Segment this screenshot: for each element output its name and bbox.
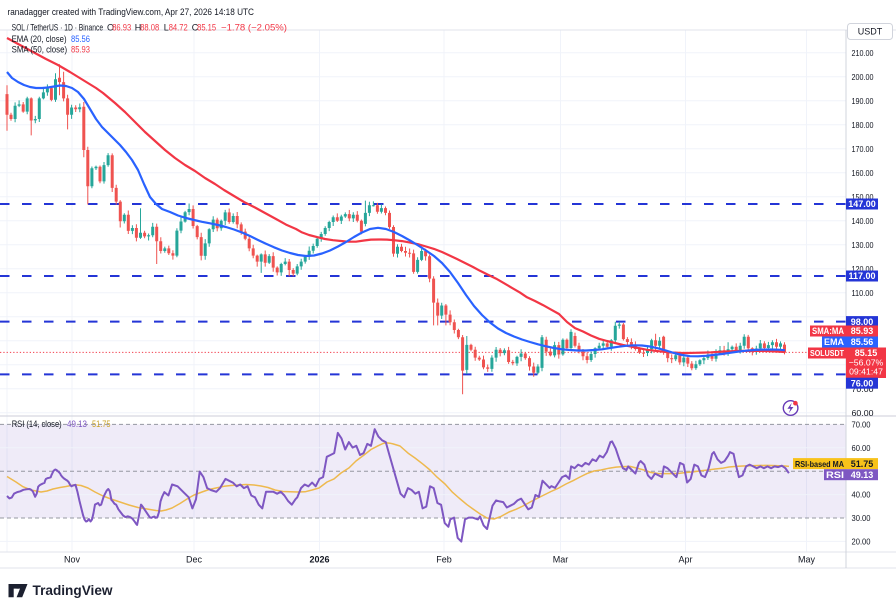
svg-text:140.00: 140.00 [852, 216, 874, 226]
svg-text:60.00: 60.00 [852, 408, 874, 418]
svg-text:98.00: 98.00 [851, 317, 874, 327]
svg-text:RSI-based MA: RSI-based MA [795, 459, 844, 469]
svg-text:2026: 2026 [309, 555, 329, 565]
svg-text:May: May [798, 555, 816, 565]
svg-text:EMA (20, close): EMA (20, close) [12, 34, 67, 44]
svg-text:09:41:47: 09:41:47 [849, 366, 883, 376]
svg-text:85.15: 85.15 [855, 348, 878, 358]
svg-text:147.00: 147.00 [848, 199, 876, 209]
svg-text:85.56: 85.56 [71, 34, 90, 44]
svg-text:−56.07%: −56.07% [849, 357, 884, 367]
svg-text:SMA (50, close): SMA (50, close) [12, 45, 68, 55]
svg-text:SOL / TetherUS · 1D · Binance: SOL / TetherUS · 1D · Binance [12, 23, 104, 33]
svg-text:USDT: USDT [858, 27, 883, 37]
svg-text:Apr: Apr [678, 555, 692, 565]
svg-text:Nov: Nov [64, 555, 81, 565]
svg-text:SMA:MA: SMA:MA [812, 326, 844, 336]
svg-text:ranadagger created with Tradin: ranadagger created with TradingView.com,… [8, 7, 255, 17]
svg-text:51.75: 51.75 [92, 419, 111, 429]
svg-text:120.00: 120.00 [852, 264, 874, 274]
svg-text:SOLUSDT: SOLUSDT [810, 348, 845, 358]
svg-text:H: H [135, 23, 142, 33]
svg-text:84.72: 84.72 [169, 23, 188, 33]
svg-text:85.56: 85.56 [851, 337, 874, 347]
svg-text:190.00: 190.00 [852, 96, 874, 106]
svg-text:51.75: 51.75 [851, 459, 874, 469]
svg-text:49.13: 49.13 [851, 470, 874, 480]
svg-text:170.00: 170.00 [852, 144, 874, 154]
svg-text:70.00: 70.00 [852, 419, 871, 429]
svg-text:117.00: 117.00 [848, 271, 875, 281]
svg-text:RSI (14, close): RSI (14, close) [12, 419, 62, 429]
svg-text:110.00: 110.00 [852, 288, 874, 298]
svg-text:L: L [164, 23, 169, 33]
svg-text:210.00: 210.00 [852, 48, 874, 58]
svg-text:150.00: 150.00 [852, 192, 874, 202]
svg-text:30.00: 30.00 [852, 513, 871, 523]
svg-text:Feb: Feb [436, 555, 452, 565]
svg-text:130.00: 130.00 [852, 240, 874, 250]
svg-text:85.15: 85.15 [197, 23, 216, 33]
svg-text:RSI: RSI [826, 470, 844, 480]
svg-text:TradingView: TradingView [33, 583, 113, 598]
svg-text:200.00: 200.00 [852, 72, 874, 82]
svg-text:86.93: 86.93 [112, 23, 131, 33]
svg-text:EMA: EMA [824, 337, 845, 347]
svg-text:85.93: 85.93 [851, 326, 874, 336]
svg-text:88.08: 88.08 [140, 23, 159, 33]
svg-text:49.13: 49.13 [67, 419, 87, 429]
svg-text:76.00: 76.00 [851, 378, 874, 388]
svg-text:160.00: 160.00 [852, 168, 874, 178]
svg-text:−1.78 (−2.05%): −1.78 (−2.05%) [221, 23, 287, 33]
svg-text:60.00: 60.00 [852, 443, 871, 453]
svg-text:70.00: 70.00 [852, 384, 874, 394]
svg-text:85.93: 85.93 [71, 45, 90, 55]
svg-text:20.00: 20.00 [852, 536, 871, 546]
svg-text:Dec: Dec [186, 555, 203, 565]
svg-text:C: C [192, 23, 199, 33]
svg-text:Mar: Mar [553, 555, 569, 565]
svg-text:O: O [107, 23, 114, 33]
svg-text:180.00: 180.00 [852, 120, 874, 130]
svg-text:40.00: 40.00 [852, 490, 871, 500]
